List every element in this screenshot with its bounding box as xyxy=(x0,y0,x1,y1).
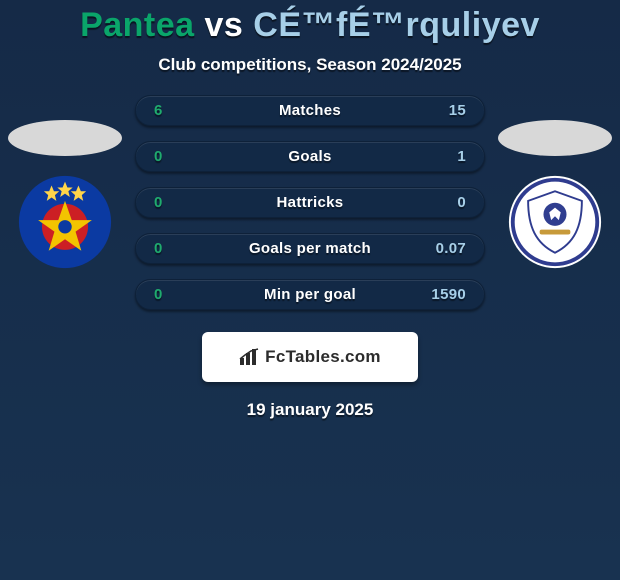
stat-row: 0Min per goal1590 xyxy=(135,279,485,310)
date: 19 january 2025 xyxy=(0,400,620,420)
stat-label: Goals per match xyxy=(136,240,484,257)
stat-label: Matches xyxy=(136,102,484,119)
stat-label: Hattricks xyxy=(136,194,484,211)
player2-name: CÉ™fÉ™rquliyev xyxy=(253,6,540,44)
stats-list: 6Matches15 0Goals1 0Hattricks0 0Goals per m… xyxy=(0,95,620,310)
subtitle: Club competitions, Season 2024/2025 xyxy=(0,55,620,75)
stat-row: 0Goals1 xyxy=(135,141,485,172)
stat-label: Min per goal xyxy=(136,286,484,303)
fctables-text: FcTables.com xyxy=(265,347,381,367)
vs-text: vs xyxy=(205,6,244,44)
stat-row: 0Goals per match0.07 xyxy=(135,233,485,264)
bars-icon xyxy=(239,348,261,366)
fctables-badge[interactable]: FcTables.com xyxy=(202,332,418,382)
player1-name: Pantea xyxy=(80,6,195,44)
stat-label: Goals xyxy=(136,148,484,165)
stat-row: 0Hattricks0 xyxy=(135,187,485,218)
comparison-title: Pantea vs CÉ™fÉ™rquliyev xyxy=(0,6,620,45)
card-container: Pantea vs CÉ™fÉ™rquliyev Club competitio… xyxy=(0,0,620,580)
stat-row: 6Matches15 xyxy=(135,95,485,126)
